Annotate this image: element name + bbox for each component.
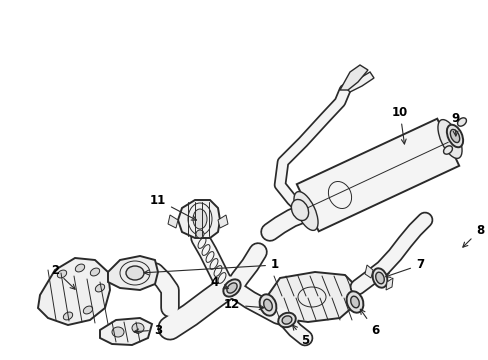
Ellipse shape: [223, 279, 240, 297]
Ellipse shape: [75, 264, 84, 272]
Ellipse shape: [446, 125, 462, 147]
Ellipse shape: [193, 209, 206, 229]
Text: 10: 10: [391, 105, 407, 144]
Polygon shape: [168, 215, 178, 228]
Polygon shape: [218, 215, 227, 228]
Ellipse shape: [437, 120, 461, 158]
Polygon shape: [178, 200, 220, 238]
Text: 7: 7: [385, 258, 423, 278]
Polygon shape: [100, 318, 152, 345]
Ellipse shape: [282, 316, 291, 324]
Text: 3: 3: [134, 324, 162, 337]
Text: 9: 9: [450, 112, 458, 136]
Polygon shape: [346, 72, 373, 92]
Text: 5: 5: [292, 325, 308, 346]
Text: 6: 6: [360, 309, 378, 337]
Ellipse shape: [63, 312, 73, 320]
Text: 8: 8: [462, 224, 483, 247]
Ellipse shape: [132, 323, 143, 333]
Ellipse shape: [226, 283, 237, 293]
Ellipse shape: [375, 272, 384, 284]
Text: 1: 1: [144, 258, 279, 275]
Polygon shape: [364, 265, 372, 278]
Polygon shape: [385, 278, 392, 290]
Ellipse shape: [95, 284, 104, 292]
Polygon shape: [296, 119, 458, 231]
Ellipse shape: [346, 291, 363, 313]
Ellipse shape: [259, 294, 276, 316]
Polygon shape: [108, 256, 158, 290]
Polygon shape: [264, 272, 357, 322]
Ellipse shape: [263, 299, 272, 311]
Text: 2: 2: [51, 264, 75, 289]
Polygon shape: [339, 65, 367, 90]
Ellipse shape: [112, 327, 124, 337]
Ellipse shape: [196, 230, 203, 238]
Ellipse shape: [372, 268, 386, 288]
Text: 12: 12: [224, 298, 264, 311]
Ellipse shape: [443, 146, 451, 154]
Text: 11: 11: [149, 194, 196, 220]
Polygon shape: [38, 258, 110, 325]
Ellipse shape: [449, 130, 459, 143]
Ellipse shape: [350, 296, 359, 308]
Ellipse shape: [126, 266, 143, 280]
Ellipse shape: [291, 199, 308, 221]
Ellipse shape: [278, 313, 295, 327]
Ellipse shape: [83, 306, 93, 314]
Ellipse shape: [57, 270, 66, 278]
Ellipse shape: [90, 268, 100, 276]
Text: 4: 4: [210, 276, 228, 289]
Ellipse shape: [293, 192, 317, 230]
Ellipse shape: [457, 118, 466, 126]
